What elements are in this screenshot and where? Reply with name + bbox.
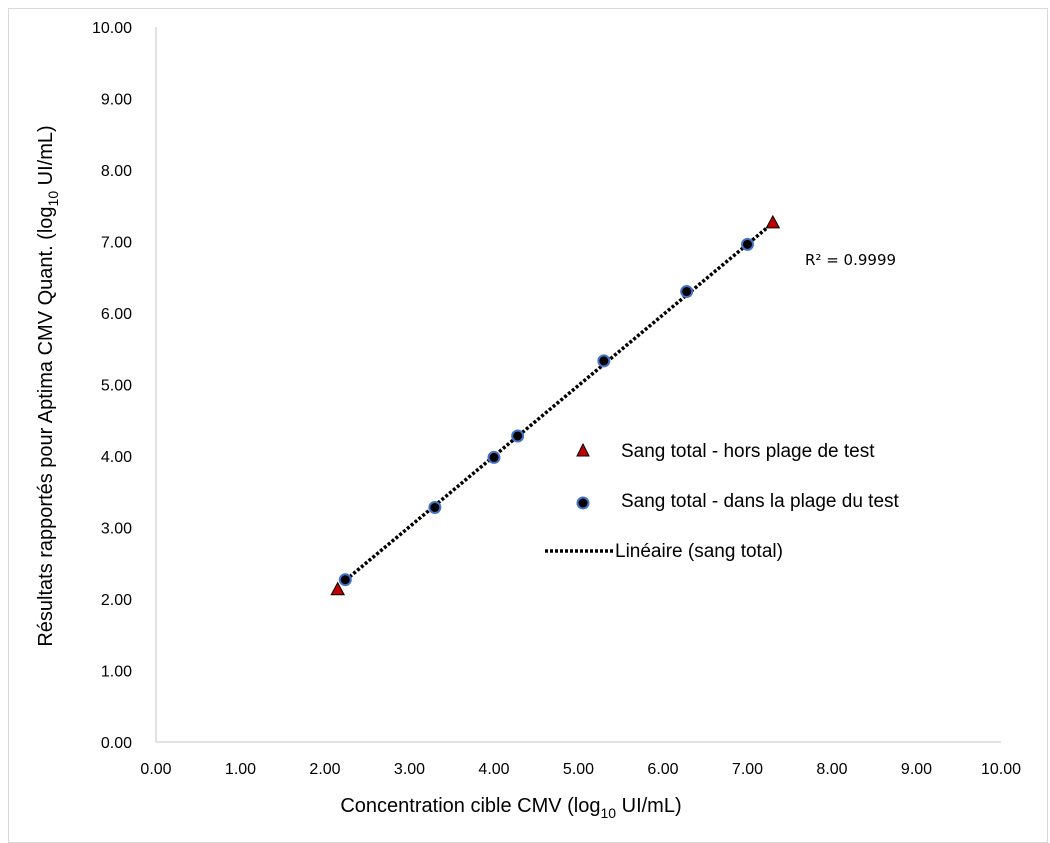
x-tick-label: 8.00 <box>816 761 847 778</box>
point-dans-plage <box>741 237 754 251</box>
point-dans-plage <box>597 354 611 368</box>
y-tick-labels: 0.00 1.00 2.00 3.00 4.00 5.00 6.00 7.00 8.00 9.00… <box>92 20 132 752</box>
legend: Sang total - hors plage de test Sang tot… <box>545 441 900 562</box>
x-tick-label: 4.00 <box>478 761 509 778</box>
point-dans-plage <box>428 500 442 514</box>
y-tick-label: 4.00 <box>101 449 132 466</box>
y-tick-label: 5.00 <box>101 378 132 395</box>
y-tick-label: 8.00 <box>101 163 132 180</box>
x-tick-label: 2.00 <box>309 761 340 778</box>
x-tick-label: 3.00 <box>394 761 425 778</box>
point-hors-plage <box>765 214 781 229</box>
chart-frame <box>8 8 1048 843</box>
x-tick-label: 10.00 <box>981 761 1021 778</box>
x-axis-title-sub: 10 <box>600 805 616 821</box>
x-tick-label: 9.00 <box>901 761 932 778</box>
x-tick-label: 6.00 <box>647 761 678 778</box>
point-dans-plage <box>338 573 352 587</box>
legend-label-lineaire: Linéaire (sang total) <box>615 541 783 562</box>
x-axis-title: Concentration cible CMV (log10 UI/mL) <box>340 795 681 821</box>
x-tick-label: 0.00 <box>140 761 171 778</box>
y-axis-title-main: Résultats rapportés pour Aptima CMV Quan… <box>35 206 57 646</box>
legend-label-dans-plage: Sang total - dans la plage du test <box>621 491 900 512</box>
y-tick-label: 9.00 <box>101 92 132 109</box>
legend-circle-marker <box>576 496 590 510</box>
y-axis-title-sub: 10 <box>45 191 61 207</box>
x-tick-label: 7.00 <box>732 761 763 778</box>
y-tick-label: 0.00 <box>101 735 132 752</box>
data-points <box>330 214 781 596</box>
legend-triangle-marker <box>576 442 590 457</box>
point-dans-plage <box>680 285 694 299</box>
y-tick-label: 6.00 <box>101 306 132 323</box>
x-axis-title-main: Concentration cible CMV (log <box>340 795 600 817</box>
r-squared-annotation: R² = 0.9999 <box>805 251 896 269</box>
trendline-layer <box>340 227 768 585</box>
y-tick-label: 1.00 <box>101 664 132 681</box>
y-axis-title-end: UI/mL) <box>35 125 57 191</box>
x-tick-label: 1.00 <box>225 761 256 778</box>
point-hors-plage <box>330 581 346 596</box>
axes <box>155 27 1001 743</box>
y-tick-label: 7.00 <box>101 235 132 252</box>
trendline <box>340 227 768 585</box>
point-dans-plage <box>487 450 501 464</box>
point-dans-plage <box>511 429 525 443</box>
y-tick-label: 10.00 <box>92 20 132 37</box>
legend-label-hors-plage: Sang total - hors plage de test <box>621 441 875 462</box>
y-axis-title: Résultats rapportés pour Aptima CMV Quan… <box>35 125 61 646</box>
y-tick-label: 3.00 <box>101 521 132 538</box>
y-tick-label: 2.00 <box>101 592 132 609</box>
x-tick-labels: 0.00 1.00 2.00 3.00 4.00 5.00 6.00 7.00 8.00 9.00… <box>140 761 1021 778</box>
x-axis-title-end: UI/mL) <box>616 795 682 817</box>
x-tick-label: 5.00 <box>563 761 594 778</box>
